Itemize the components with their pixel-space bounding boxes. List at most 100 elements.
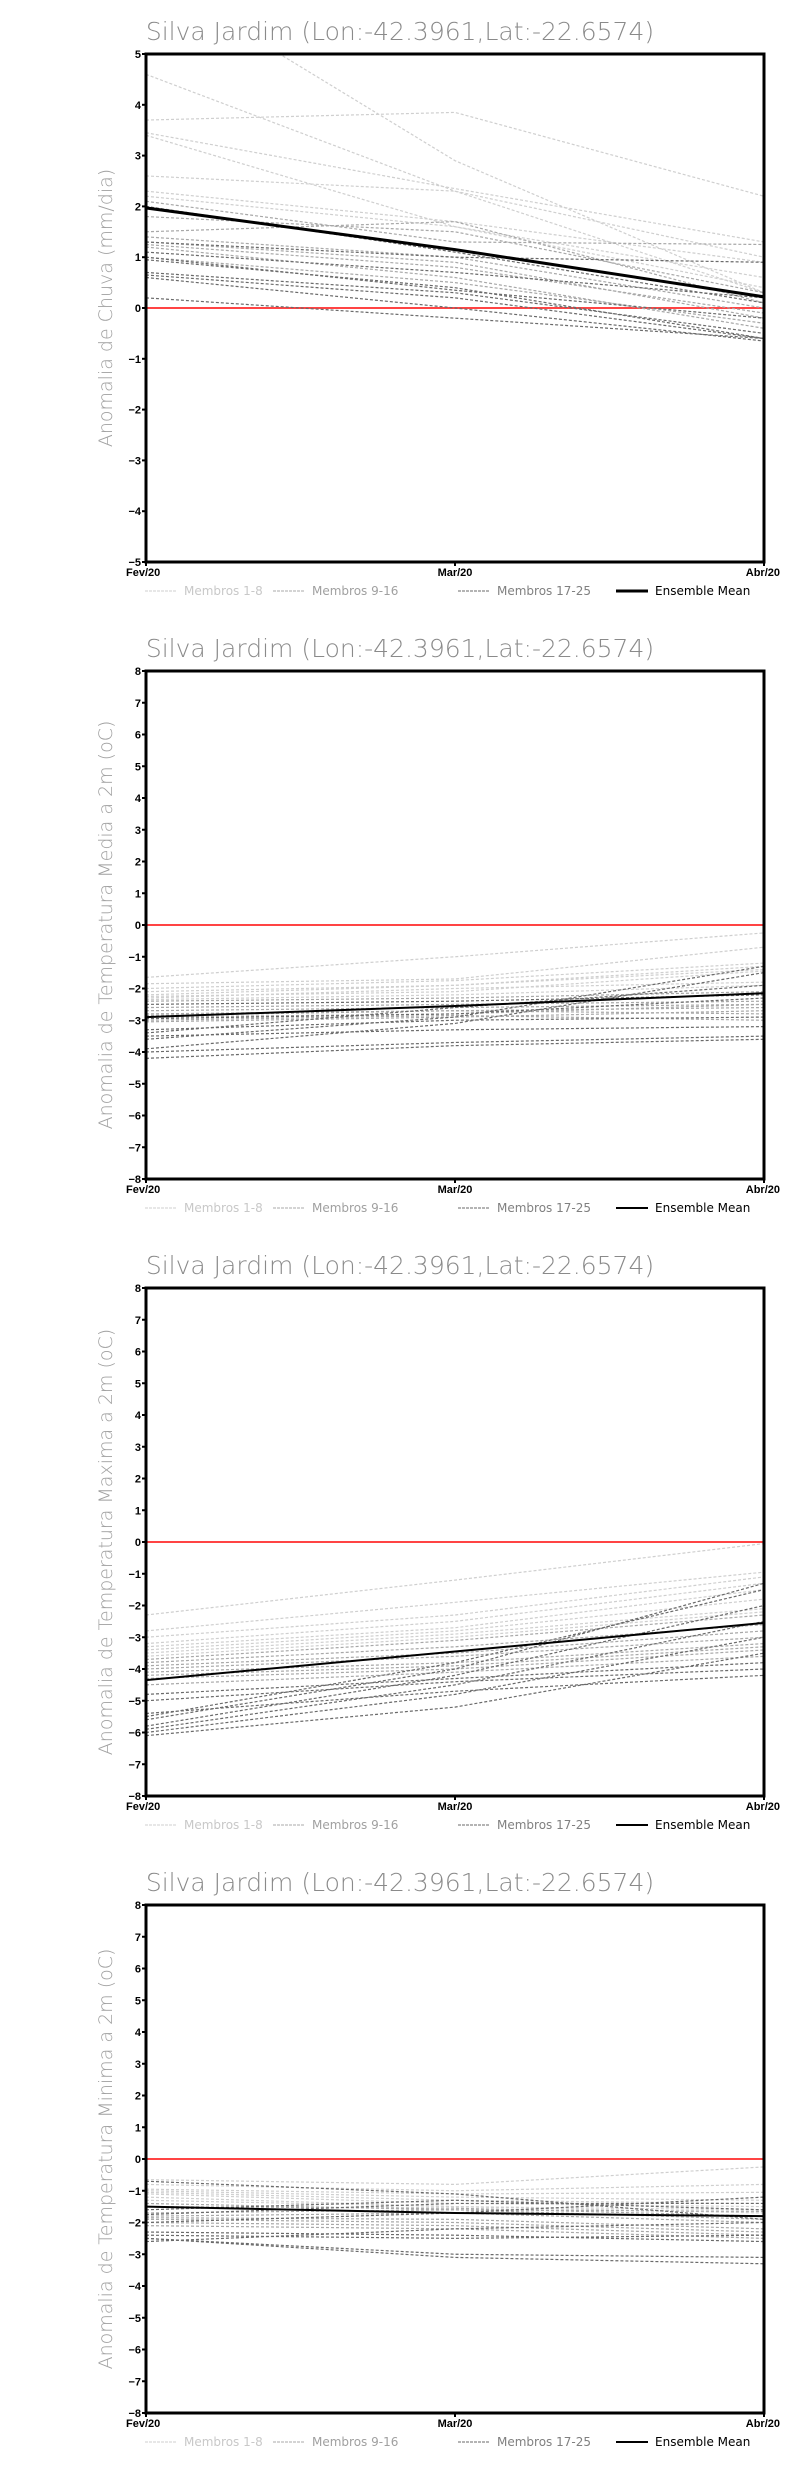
member-22-line (146, 251, 764, 299)
y-tick-label: −2 (128, 405, 141, 417)
member-19-line (146, 2237, 764, 2259)
member-1-line (278, 54, 764, 294)
member-14-line (146, 1646, 764, 1676)
chart-4: Silva Jardim (Lon:-42.3961,Lat:-22.6574)… (95, 1868, 780, 2449)
member-13-line (146, 2217, 764, 2230)
legend-label-1: Membros 1-8 (184, 584, 263, 598)
member-7-line (146, 2196, 764, 2211)
member-10-line (146, 2206, 764, 2217)
y-tick-label: −1 (128, 354, 141, 366)
member-12-line (146, 1006, 764, 1015)
y-tick-label: 3 (135, 825, 141, 837)
ensemble-mean-line (146, 2205, 764, 2218)
member-18-line (146, 1668, 764, 1702)
member-17-line (146, 1662, 764, 1695)
member-7-line (146, 190, 764, 263)
y-tick-label: −7 (128, 2376, 141, 2388)
member-25-line (146, 205, 764, 304)
y-tick-label: 2 (135, 2091, 141, 2103)
y-tick-label: −5 (128, 1696, 141, 1708)
y-axis-label: Anomalia de Temperatura Media a 2m (oC) (95, 721, 117, 1130)
member-6-line (146, 175, 764, 258)
member-1-line (146, 932, 764, 978)
member-9-line (146, 1614, 764, 1661)
member-2-line (146, 1571, 764, 1632)
member-6-line (146, 2193, 764, 2208)
member-22-line (146, 1604, 764, 1727)
legend: Membros 1-8 Membros 9-16 Membros 17-25 Ense… (145, 584, 750, 598)
member-8-line (146, 984, 764, 1001)
y-tick-label: −6 (128, 1111, 141, 1123)
y-tick-label: 3 (135, 1442, 141, 1454)
y-tick-label: 5 (135, 761, 141, 773)
y-tick-label: −4 (128, 506, 141, 518)
x-tick-label: Mar/20 (438, 1184, 473, 1196)
x-tick-label: Abr/20 (746, 1184, 780, 1196)
y-tick-label: 6 (135, 730, 141, 742)
y-tick-label: 3 (135, 2059, 141, 2071)
y-tick-label: 1 (135, 888, 141, 900)
member-15-line (146, 246, 764, 329)
member-3-line (146, 111, 764, 197)
member-23-line (146, 2196, 764, 2224)
legend-label-3: Membros 17-25 (497, 1201, 591, 1215)
y-tick-label: 0 (135, 2154, 141, 2166)
legend-label-2: Membros 9-16 (312, 2435, 398, 2449)
member-12-line (146, 2212, 764, 2224)
legend-label-1: Membros 1-8 (184, 2435, 263, 2449)
y-tick-label: −4 (128, 2281, 141, 2293)
y-tick-label: −8 (128, 1174, 141, 1186)
member-16-line (146, 256, 764, 324)
member-3-line (146, 2188, 764, 2195)
ensemble-mean-line (146, 1621, 764, 1682)
member-20-line (146, 276, 764, 342)
y-tick-label: −4 (128, 1664, 141, 1676)
y-tick-label: 6 (135, 1347, 141, 1359)
member-1-line (146, 2166, 764, 2186)
y-tick-label: 2 (135, 857, 141, 869)
y-tick-label: −8 (128, 2408, 141, 2420)
member-23-line (146, 256, 764, 319)
y-tick-label: 0 (135, 303, 141, 315)
member-17-line (146, 1016, 764, 1031)
legend: Membros 1-8 Membros 9-16 Membros 17-25 Ense… (145, 1201, 750, 1215)
y-tick-label: 8 (135, 1283, 141, 1295)
member-7-line (146, 1608, 764, 1654)
y-axis-label: Anomalia de Temperatura Maxima a 2m (oC) (95, 1329, 117, 1755)
member-21-line (146, 1582, 764, 1721)
member-18-line (146, 271, 764, 334)
x-tick-label: Abr/20 (746, 1801, 780, 1813)
member-22-line (146, 1038, 764, 1059)
y-axis-label: Anomalia de Chuva (mm/dia) (95, 169, 117, 447)
member-2-line (146, 73, 764, 294)
member-5-line (146, 134, 764, 279)
member-21-line (146, 2221, 764, 2243)
member-1-line (146, 1542, 764, 1616)
member-4-line (146, 965, 764, 993)
member-11-line (146, 1630, 764, 1667)
y-tick-label: −1 (128, 1569, 141, 1581)
y-tick-label: 4 (135, 1410, 142, 1422)
member-14-line (146, 2218, 764, 2233)
member-11-line (146, 221, 764, 304)
member-6-line (146, 1598, 764, 1651)
y-tick-label: −5 (128, 1079, 141, 1091)
member-24-line (146, 2202, 764, 2216)
member-23-line (146, 1620, 764, 1730)
member-18-line (146, 1026, 764, 1037)
y-tick-label: −3 (128, 455, 141, 467)
member-9-line (146, 200, 764, 246)
member-11-line (146, 2209, 764, 2220)
y-tick-label: −2 (128, 2218, 141, 2230)
y-tick-label: 2 (135, 1474, 141, 1486)
legend-label-4: Ensemble Mean (655, 2435, 750, 2449)
member-14-line (146, 1003, 764, 1018)
member-16-line (146, 1010, 764, 1023)
y-tick-label: −7 (128, 1759, 141, 1771)
y-tick-label: −1 (128, 952, 141, 964)
chart-title: Silva Jardim (Lon:-42.3961,Lat:-22.6574) (146, 17, 654, 46)
series-group (146, 2158, 764, 2265)
member-2-line (146, 2183, 764, 2192)
member-21-line (146, 297, 764, 340)
